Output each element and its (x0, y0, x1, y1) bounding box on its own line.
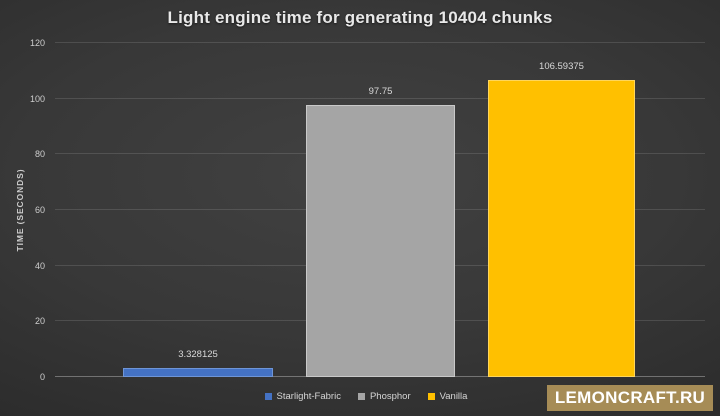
legend-label: Starlight-Fabric (276, 391, 341, 402)
bar-group-starlight-fabric: 3.328125 (123, 43, 273, 377)
y-tick-label: 0 (39, 372, 45, 382)
bar-group-vanilla: 106.59375 (488, 43, 635, 377)
bar-phosphor (306, 104, 455, 377)
y-axis-labels: 0 20 40 60 80 100 120 (0, 0, 45, 416)
legend-item-vanilla: Vanilla (427, 391, 468, 402)
gridline (55, 42, 705, 43)
legend-label: Phosphor (369, 391, 411, 402)
y-tick-label: 60 (34, 205, 45, 215)
y-tick-label: 40 (34, 260, 45, 271)
legend-swatch-icon (264, 393, 272, 400)
plot-area: 3.328125 97.75 106.59375 (55, 42, 705, 377)
y-tick-label: 80 (34, 149, 45, 160)
legend-swatch-icon (357, 393, 365, 400)
legend-swatch-icon (427, 393, 435, 400)
y-tick-label: 100 (29, 93, 45, 104)
chart-title: Light engine time for generating 10404 c… (167, 8, 553, 27)
y-tick-label: 20 (34, 316, 45, 327)
legend-item-phosphor: Phosphor (357, 391, 411, 402)
bar-value-label: 3.328125 (178, 348, 218, 360)
watermark-badge: LEMONCRAFT.RU (547, 385, 713, 411)
legend: Starlight-Fabric Phosphor Vanilla (12, 391, 720, 402)
bar-group-phosphor: 97.75 (306, 43, 455, 377)
bar-vanilla (488, 80, 635, 377)
legend-label: Vanilla (439, 391, 468, 402)
legend-item-starlight-fabric: Starlight-Fabric (264, 391, 341, 402)
bar-starlight-fabric (123, 367, 273, 377)
bar-value-label: 97.75 (368, 85, 393, 97)
bar-value-label: 106.59375 (539, 61, 584, 73)
gridline (55, 97, 705, 99)
y-tick-label: 120 (29, 38, 45, 48)
